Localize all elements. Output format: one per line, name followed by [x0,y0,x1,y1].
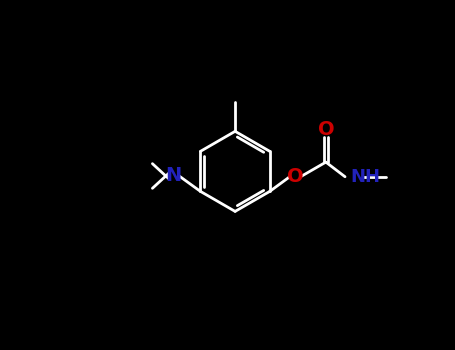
Text: O: O [287,167,303,186]
Text: N: N [166,167,182,186]
Text: NH: NH [350,168,380,186]
Text: O: O [318,120,334,139]
